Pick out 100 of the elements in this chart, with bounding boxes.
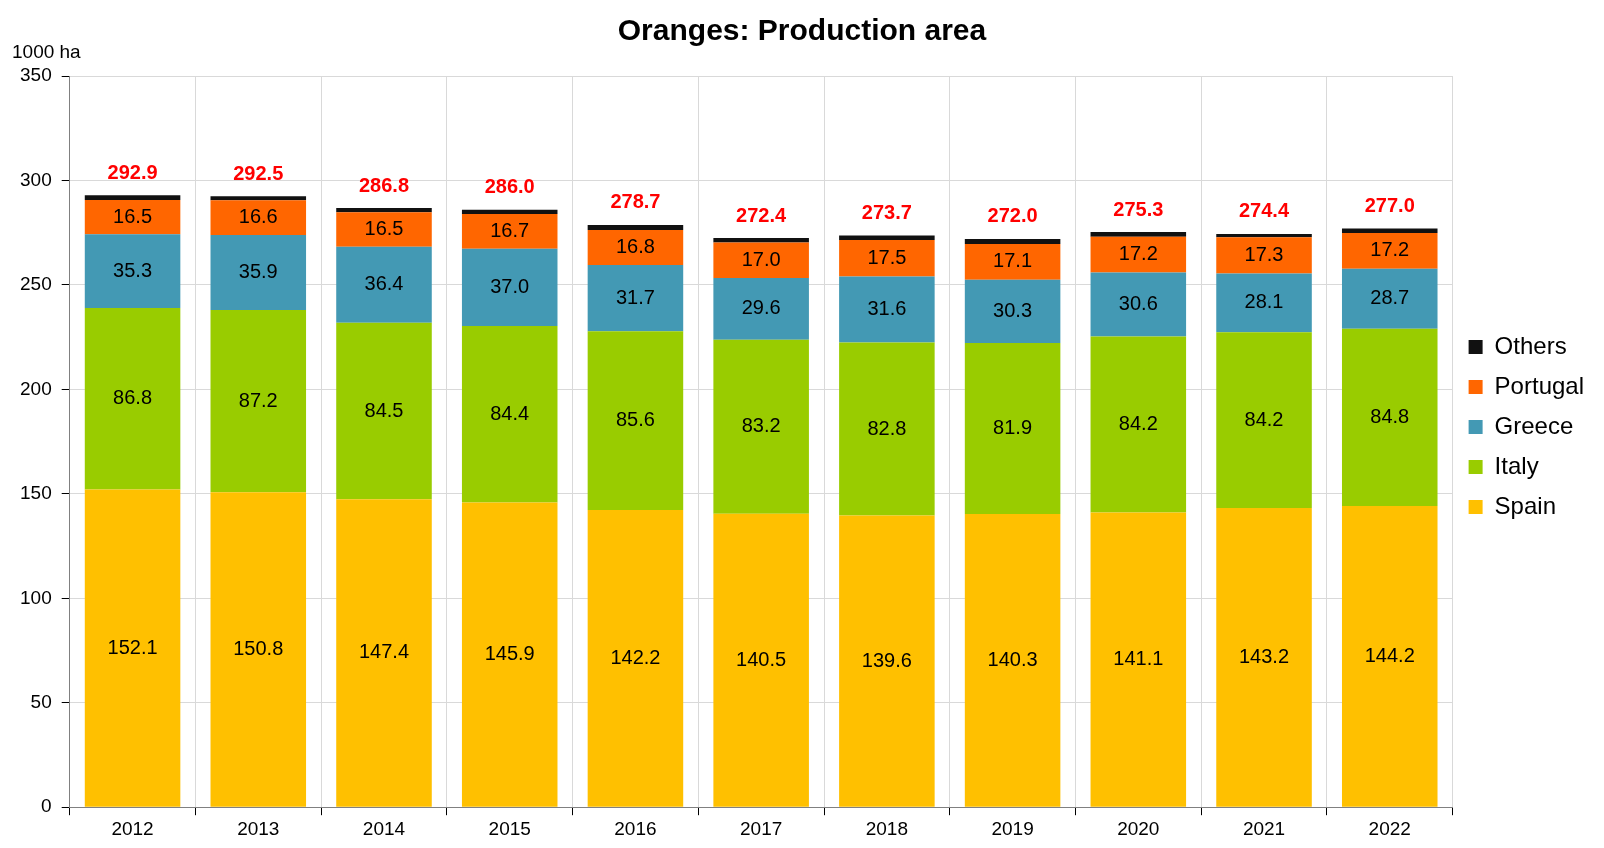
- data-label: 85.6: [615, 408, 655, 431]
- bar: [336, 322, 432, 500]
- x-tick-label: 2022: [1368, 817, 1411, 839]
- y-tick-label: 250: [20, 273, 52, 295]
- data-label: 84.4: [490, 401, 530, 424]
- bar: [964, 243, 1061, 280]
- data-label: 140.5: [736, 647, 787, 670]
- bar: [1090, 272, 1187, 337]
- bar: [461, 248, 558, 327]
- bar: [210, 309, 307, 493]
- x-tick-label: 2017: [740, 817, 783, 839]
- data-label: 86.8: [113, 386, 153, 409]
- data-label: 29.6: [741, 296, 781, 319]
- total-label: 286.8: [358, 173, 410, 196]
- bar: [1216, 273, 1312, 333]
- bar: [84, 234, 181, 309]
- data-label: 17.2: [1118, 242, 1158, 265]
- bar: [964, 514, 1061, 807]
- bar: [461, 209, 558, 214]
- bar: [839, 515, 935, 807]
- legend-label: Others: [1494, 331, 1567, 359]
- total-label: 273.7: [861, 200, 912, 223]
- data-label: 87.2: [238, 388, 278, 411]
- bar: [964, 342, 1061, 515]
- y-axis-title: 1000 ha: [12, 40, 82, 62]
- bar: [713, 513, 809, 807]
- x-tick-label: 2016: [614, 817, 657, 839]
- data-label: 36.4: [364, 272, 404, 295]
- bar: [587, 265, 684, 332]
- y-tick-label: 100: [20, 586, 52, 608]
- bar: [1341, 232, 1438, 269]
- bar: [84, 489, 181, 807]
- data-label: 30.3: [993, 298, 1033, 321]
- bar: [84, 199, 181, 235]
- bar: [587, 229, 684, 266]
- data-label: 31.6: [867, 297, 907, 320]
- bar: [1216, 332, 1312, 509]
- data-label: 35.9: [238, 260, 278, 282]
- bar: [210, 234, 307, 310]
- total-label: 274.4: [1239, 199, 1290, 222]
- y-tick-label: 350: [20, 64, 52, 86]
- bar: [461, 326, 558, 503]
- bar: [1090, 236, 1187, 273]
- data-label: 144.2: [1364, 643, 1415, 666]
- bar: [587, 510, 684, 807]
- bar: [713, 278, 809, 340]
- data-label: 17.3: [1244, 242, 1284, 265]
- bar: [1341, 505, 1438, 807]
- legend-label: Greece: [1494, 411, 1574, 439]
- bar: [336, 246, 432, 323]
- bar: [336, 212, 432, 247]
- data-label: 16.5: [364, 216, 404, 239]
- y-tick-label: 150: [20, 482, 52, 504]
- x-tick-label: 2015: [488, 817, 531, 839]
- data-label: 150.8: [233, 636, 284, 659]
- data-label: 16.6: [238, 205, 278, 228]
- bar: [1216, 233, 1312, 238]
- chart-title: Oranges: Production area: [617, 13, 987, 47]
- data-label: 81.9: [993, 416, 1033, 439]
- y-tick-label: 300: [20, 168, 52, 190]
- data-label: 84.8: [1370, 404, 1410, 427]
- data-label: 139.6: [861, 648, 912, 671]
- bar: [1341, 268, 1438, 329]
- x-tick-label: 2020: [1117, 817, 1160, 839]
- total-label: 286.0: [484, 175, 535, 198]
- bar: [461, 213, 558, 249]
- data-label: 142.2: [610, 645, 661, 668]
- data-label: 30.6: [1118, 292, 1158, 315]
- bar: [84, 195, 181, 200]
- bar: [1341, 228, 1438, 233]
- bar: [336, 208, 432, 213]
- bar: [1090, 336, 1187, 513]
- bar: [839, 276, 935, 343]
- bar: [713, 339, 809, 514]
- data-label: 145.9: [484, 642, 535, 665]
- total-label: 272.0: [987, 204, 1038, 227]
- y-tick-label: 0: [41, 795, 52, 817]
- x-tick-label: 2013: [237, 817, 280, 839]
- data-label: 82.8: [867, 416, 907, 439]
- bar: [210, 492, 307, 807]
- x-tick-label: 2014: [362, 817, 406, 839]
- data-label: 37.0: [490, 274, 530, 297]
- bar: [964, 279, 1061, 343]
- data-label: 84.2: [1118, 411, 1158, 434]
- bar: [1090, 512, 1187, 807]
- bar: [210, 200, 307, 235]
- data-label: 35.3: [113, 258, 153, 281]
- legend-label: Italy: [1494, 451, 1539, 479]
- bar: [839, 235, 935, 240]
- data-label: 17.1: [993, 249, 1033, 272]
- x-tick-label: 2019: [991, 817, 1034, 839]
- data-label: 31.7: [615, 285, 655, 308]
- bar: [713, 242, 809, 279]
- legend-label: Spain: [1494, 491, 1556, 519]
- total-label: 272.4: [736, 203, 788, 226]
- total-label: 278.7: [610, 190, 661, 213]
- total-label: 277.0: [1364, 194, 1415, 217]
- bar: [1216, 508, 1312, 807]
- data-label: 17.2: [1370, 238, 1410, 261]
- data-label: 28.7: [1370, 286, 1410, 309]
